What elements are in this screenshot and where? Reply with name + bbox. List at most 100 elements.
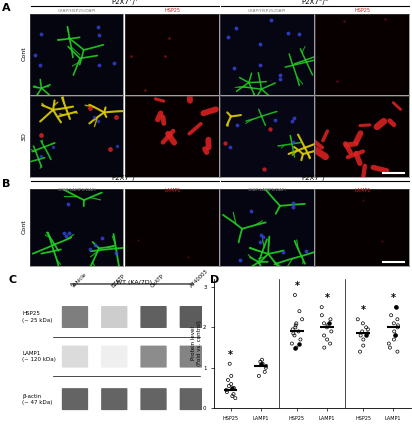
Y-axis label: Protein level
(Fold vs. control): Protein level (Fold vs. control) [190,321,202,366]
Point [229,393,236,400]
Point [258,360,265,367]
FancyBboxPatch shape [140,346,167,368]
Text: HSP25: HSP25 [354,7,370,13]
Point [391,336,397,343]
Point [393,304,399,311]
Point [296,308,303,314]
Point [226,383,232,390]
FancyBboxPatch shape [62,388,88,410]
Point [386,344,393,351]
Point [290,330,297,337]
Point [393,304,399,311]
Point [293,344,300,351]
Text: HSP25
(~ 25 kDa): HSP25 (~ 25 kDa) [22,311,53,323]
Point [328,328,335,335]
FancyBboxPatch shape [101,306,127,328]
Point [231,384,237,391]
Point [325,320,332,327]
Text: GFAP/HSP25/DAPI: GFAP/HSP25/DAPI [248,9,286,13]
Text: B: B [2,179,10,189]
Point [364,330,371,337]
Point [230,391,237,397]
Point [360,320,366,327]
Text: 3D: 3D [21,132,26,140]
Text: β-actin
(~ 47 kDa): β-actin (~ 47 kDa) [22,394,53,405]
Point [293,322,299,329]
Point [393,332,399,339]
Point [232,395,239,402]
Text: *: * [391,293,396,303]
Text: OxATP: OxATP [150,274,165,289]
Point [225,376,231,383]
Text: *: * [228,350,233,360]
Text: P2X7⁺/⁺: P2X7⁺/⁺ [111,174,138,181]
Text: *: * [360,305,365,315]
FancyBboxPatch shape [62,306,88,328]
Point [365,326,371,333]
Text: D: D [210,276,219,286]
Point [391,328,398,335]
Point [394,324,401,331]
Point [228,381,234,388]
Text: P2X7⁺/⁺: P2X7⁺/⁺ [111,0,138,5]
Point [391,320,397,327]
Text: Vehicle: Vehicle [71,272,89,289]
FancyBboxPatch shape [101,346,127,368]
Point [363,324,370,331]
Point [360,336,367,343]
Text: LAMP1
(~ 120 kDa): LAMP1 (~ 120 kDa) [22,351,56,362]
Point [292,324,299,331]
Point [292,292,298,299]
Point [263,362,269,369]
FancyBboxPatch shape [180,306,206,328]
Point [327,340,333,347]
Point [324,324,330,331]
Point [291,332,298,339]
Point [229,384,235,391]
Text: A: A [2,3,11,13]
Point [318,312,325,319]
Point [363,332,369,339]
Point [292,344,299,351]
Text: A740003: A740003 [189,269,210,289]
Point [223,387,229,394]
Text: Cont: Cont [21,47,26,61]
Text: WT (KA/7D): WT (KA/7D) [116,280,152,285]
Point [297,336,304,343]
Point [394,316,400,323]
Point [324,336,330,343]
Point [227,360,233,367]
Point [228,372,234,379]
Point [262,364,269,371]
FancyBboxPatch shape [180,346,206,368]
Point [257,358,264,365]
Point [327,316,334,323]
Point [360,342,367,349]
Point [359,328,365,335]
Point [321,320,327,327]
Point [255,372,262,379]
Text: HSP25: HSP25 [164,7,180,13]
Point [318,304,325,311]
Point [224,389,230,396]
FancyBboxPatch shape [140,306,167,328]
Point [395,322,401,329]
Point [321,344,328,351]
Point [262,368,268,375]
Point [295,328,302,335]
Point [259,356,265,363]
Point [391,332,398,339]
Point [324,322,331,329]
Point [394,348,401,355]
FancyBboxPatch shape [101,388,127,410]
Text: BZATP: BZATP [111,273,126,289]
Text: LAMP1: LAMP1 [164,188,180,194]
Text: LAMP1: LAMP1 [354,188,371,194]
Point [388,312,394,319]
Text: P2X7⁻/⁻: P2X7⁻/⁻ [301,175,329,181]
Point [288,340,295,347]
Text: GFAP/HSP25/DAPI: GFAP/HSP25/DAPI [58,9,96,13]
Point [299,316,305,323]
FancyBboxPatch shape [180,388,206,410]
Text: Cont: Cont [21,219,26,234]
